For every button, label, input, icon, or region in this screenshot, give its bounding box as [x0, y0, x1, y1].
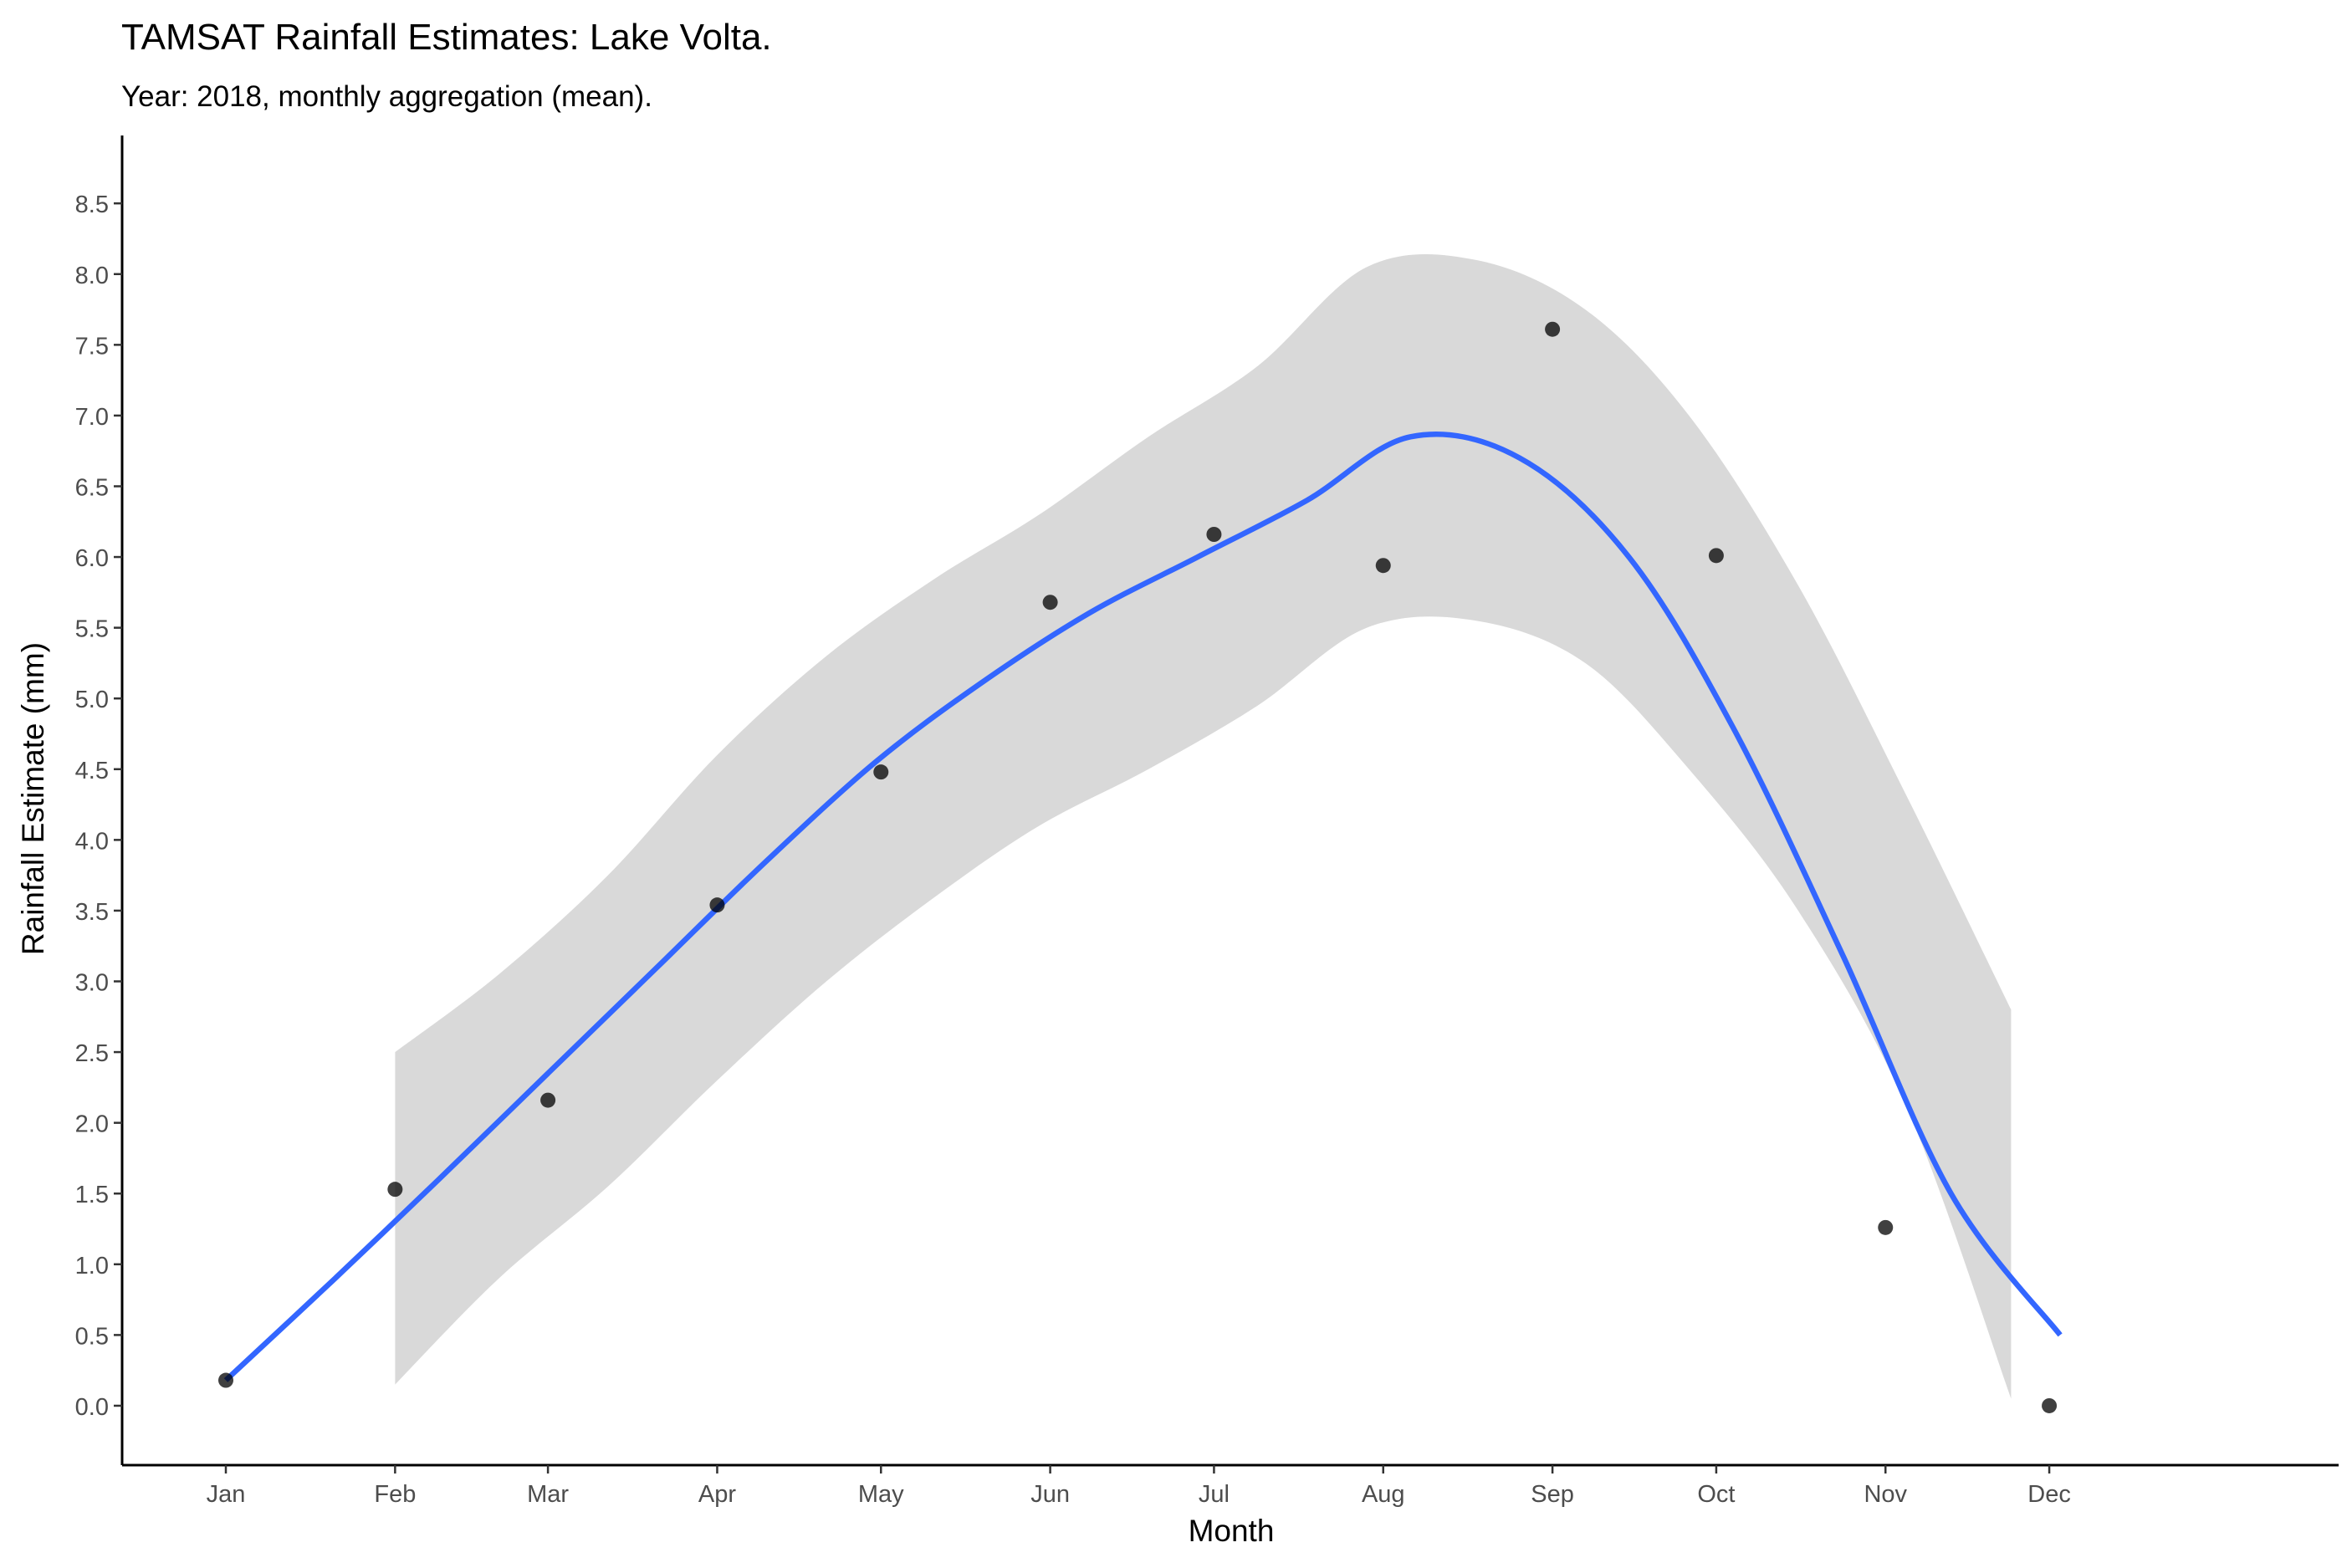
y-tick-label: 4.0: [75, 828, 109, 855]
y-tick-label: 2.5: [75, 1040, 109, 1067]
data-point-aug: [1375, 558, 1391, 574]
data-point-oct: [1708, 548, 1724, 564]
y-tick-label: 7.5: [75, 333, 109, 360]
x-tick-label: Nov: [1864, 1481, 1907, 1508]
y-tick-label: 4.5: [75, 758, 109, 784]
x-tick-label: Jun: [1030, 1481, 1070, 1508]
x-tick-label: Apr: [698, 1481, 736, 1508]
y-tick-label: 3.5: [75, 899, 109, 926]
y-tick-label: 1.5: [75, 1182, 109, 1208]
data-point-jul: [1206, 527, 1222, 542]
y-tick-label: 8.0: [75, 263, 109, 289]
data-point-jan: [218, 1372, 234, 1388]
data-point-sep: [1545, 321, 1561, 337]
x-tick-label: Dec: [2027, 1481, 2071, 1508]
chart-subtitle: Year: 2018, monthly aggregation (mean).: [121, 80, 652, 113]
x-tick-label: Jul: [1199, 1481, 1230, 1508]
data-point-apr: [709, 897, 725, 913]
data-point-may: [873, 764, 889, 780]
x-tick-label: Mar: [527, 1481, 569, 1508]
x-tick-label: Feb: [374, 1481, 416, 1508]
data-point-mar: [540, 1092, 556, 1108]
data-point-nov: [1878, 1219, 1894, 1235]
plot-area: 0.0 0.5 1.0 1.5 2.0 2.5 3.0 3.5 4.0 4.5 5.0 5.5 6.0 6…: [75, 135, 2339, 1508]
chart-title: TAMSAT Rainfall Estimates: Lake Volta.: [121, 17, 772, 58]
y-tick-label: 2.0: [75, 1111, 109, 1138]
x-tick-label: Jan: [207, 1481, 246, 1508]
data-point-jun: [1042, 595, 1058, 610]
smooth-trend-line: [223, 432, 2063, 1382]
x-tick-label: Sep: [1531, 1481, 1574, 1508]
y-tick-label: 0.5: [75, 1323, 109, 1350]
x-tick-label: Oct: [1697, 1481, 1735, 1508]
x-axis-label: Month: [1189, 1514, 1275, 1548]
y-tick-label: 5.5: [75, 616, 109, 643]
y-tick-label: 0.0: [75, 1394, 109, 1421]
x-tick-label: May: [858, 1481, 904, 1508]
y-tick-label: 8.5: [75, 192, 109, 218]
y-tick-label: 1.0: [75, 1253, 109, 1279]
data-point-dec: [2042, 1397, 2058, 1413]
data-point-feb: [387, 1182, 403, 1198]
y-axis-label: Rainfall Estimate (mm): [16, 642, 50, 955]
x-tick-label: Aug: [1362, 1481, 1405, 1508]
y-tick-label: 6.5: [75, 474, 109, 501]
y-tick-label: 5.0: [75, 687, 109, 713]
confidence-ribbon: [395, 253, 2012, 1399]
y-tick-label: 3.0: [75, 970, 109, 997]
y-tick-label: 7.0: [75, 404, 109, 431]
y-tick-label: 6.0: [75, 545, 109, 572]
